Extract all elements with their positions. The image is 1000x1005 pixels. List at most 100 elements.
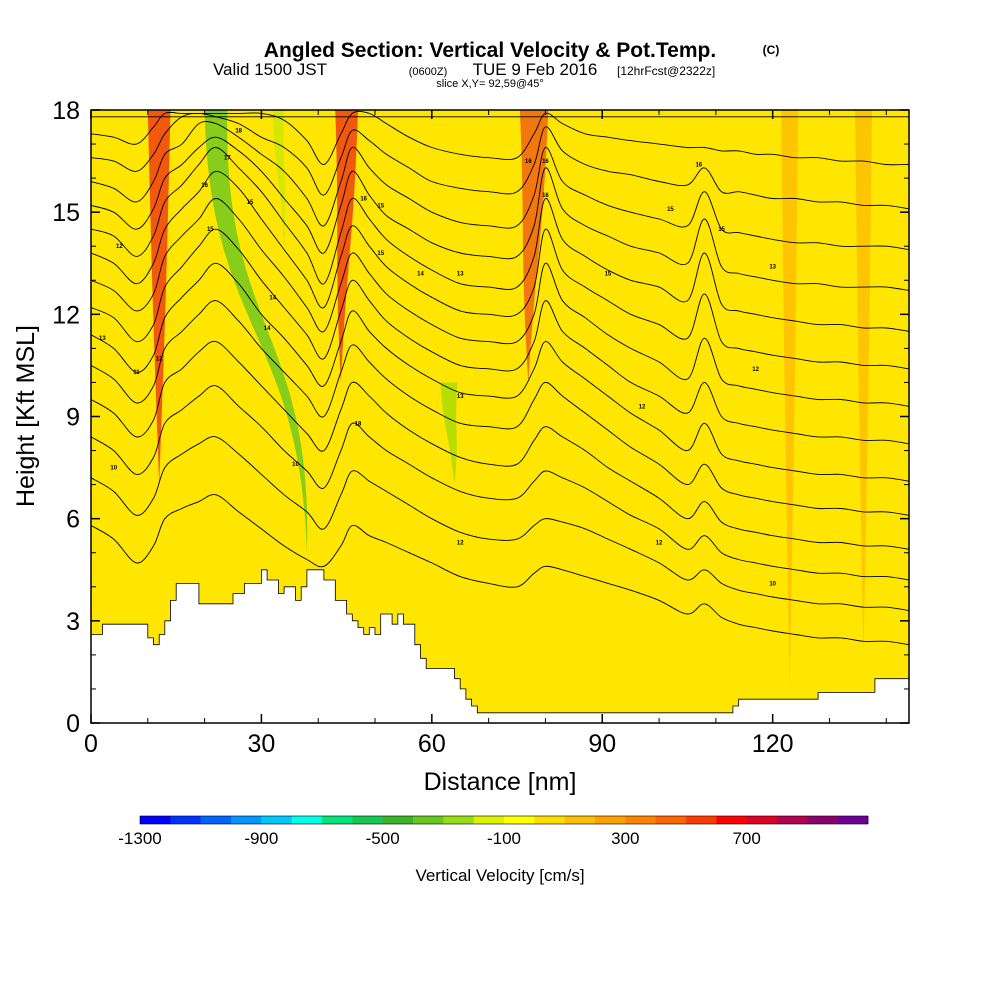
colorbar-tick-label: -100	[487, 829, 521, 848]
x-tick-label: 60	[418, 730, 446, 758]
contour-label: 12	[457, 541, 464, 547]
subtitle-valid: Valid 1500 JST	[213, 60, 327, 79]
contour-label: 14	[269, 295, 276, 301]
colorbar-swatch	[200, 816, 232, 824]
chart-title-unit: (C)	[763, 43, 780, 57]
colorbar-swatch	[837, 816, 869, 824]
isentrope-line	[91, 121, 909, 251]
contour-label: 13	[457, 394, 464, 400]
y-tick-label: 12	[52, 301, 80, 329]
colorbar-swatch	[625, 816, 656, 824]
contour-label: 16	[201, 183, 208, 189]
updraft-band	[519, 110, 549, 383]
contour-label: 15	[605, 271, 612, 277]
colorbar-swatch	[686, 816, 717, 824]
terrain-mask	[91, 569, 909, 723]
downdraft-band	[272, 110, 286, 247]
colorbar-swatch	[413, 816, 444, 824]
contour-label: 15	[247, 200, 254, 206]
contour-label: 14	[417, 271, 424, 277]
colorbar-tick-label: -500	[366, 829, 400, 848]
contour-label: 15	[718, 227, 725, 233]
colorbar-swatch	[504, 816, 535, 824]
chart-subtitle: Valid 1500 JST (0600Z) TUE 9 Feb 2016 [1…	[213, 60, 715, 79]
contour-label: 10	[769, 581, 776, 587]
slice-label: slice X,Y= 92,59@45°	[436, 78, 544, 90]
contour-label: 17	[224, 156, 231, 162]
downdraft-band	[204, 110, 308, 553]
isentrope-line	[91, 385, 909, 581]
isentrope-line	[91, 300, 909, 516]
updraft-band	[335, 110, 358, 383]
colorbar-swatch	[170, 816, 201, 824]
subtitle-date: TUE 9 Feb 2016	[473, 60, 598, 79]
colorbar-swatch	[291, 816, 323, 824]
contour-label: 12	[156, 357, 163, 363]
contour-label: 16	[525, 159, 532, 165]
contour-label: 16	[542, 193, 549, 199]
y-tick-label: 9	[66, 404, 80, 432]
contour-label: 18	[235, 128, 242, 134]
updraft-band	[147, 110, 171, 485]
x-tick-label: 30	[248, 730, 276, 758]
colorbar-swatch	[716, 816, 747, 824]
chart-title: Angled Section: Vertical Velocity & Pot.…	[264, 39, 716, 62]
contour-label: 15	[667, 207, 674, 213]
colorbar-swatch	[231, 816, 262, 824]
contour-label: 16	[542, 159, 549, 165]
y-tick-label: 6	[66, 506, 80, 534]
contour-label: 12	[656, 541, 663, 547]
isentrope-line	[91, 436, 909, 612]
colorbar-tick-label: -1300	[118, 829, 161, 848]
downdraft-band	[440, 382, 458, 485]
contour-label: 10	[110, 466, 117, 472]
isentrope-line	[91, 112, 909, 210]
contour-label: 11	[133, 370, 140, 376]
y-axis-label: Height [Kft MSL]	[12, 325, 40, 507]
colorbar-swatch	[473, 816, 505, 824]
colorbar-swatch	[777, 816, 808, 824]
colorbar-swatch	[534, 816, 565, 824]
isentrope-line	[91, 111, 909, 166]
contour-label: 18	[355, 421, 362, 427]
contour-label: 12	[752, 367, 759, 373]
colorbar-swatch	[352, 816, 383, 824]
contour-label: 13	[99, 336, 106, 342]
colorbar-swatch	[595, 816, 626, 824]
subtitle-utc: (0600Z)	[409, 66, 448, 78]
colorbar-swatch	[261, 816, 292, 824]
contour-label: 14	[264, 326, 271, 332]
contour-label: 12	[639, 404, 646, 410]
subtitle-forecast: [12hrFcst@2322z]	[617, 64, 715, 78]
contour-label: 13	[457, 271, 464, 277]
x-tick-label: 0	[84, 730, 98, 758]
contour-label: 12	[116, 244, 123, 250]
isentrope-line	[91, 147, 909, 332]
colorbar-swatch	[382, 816, 414, 824]
y-tick-label: 15	[52, 199, 80, 227]
isentrope-line	[91, 262, 909, 482]
isentrope-line	[91, 340, 909, 550]
colorbar-tick-label: 300	[611, 829, 639, 848]
terrain-outline	[90, 569, 910, 724]
colorbar-frame	[139, 815, 869, 825]
x-axis-label: Distance [nm]	[424, 768, 577, 796]
isentrope-line	[91, 228, 909, 445]
contour-label: 16	[360, 197, 367, 203]
axis-ticks: 0 30 60 90 120 0 3 6 9 12 15 18	[52, 97, 909, 758]
y-tick-label: 3	[66, 608, 80, 636]
x-tick-label: 90	[588, 730, 616, 758]
colorbar-label: Vertical Velocity [cm/s]	[415, 866, 584, 885]
colorbar-swatch	[807, 816, 838, 824]
contour-label: 16	[695, 162, 702, 168]
isentrope-line	[91, 170, 909, 370]
contour-label: 10	[292, 462, 299, 468]
contour-label: 15	[377, 203, 384, 209]
colorbar-swatch	[655, 816, 687, 824]
isentrope-line	[91, 198, 909, 407]
contour-label: 15	[207, 227, 214, 233]
colorbar-tick-label: -900	[244, 829, 278, 848]
